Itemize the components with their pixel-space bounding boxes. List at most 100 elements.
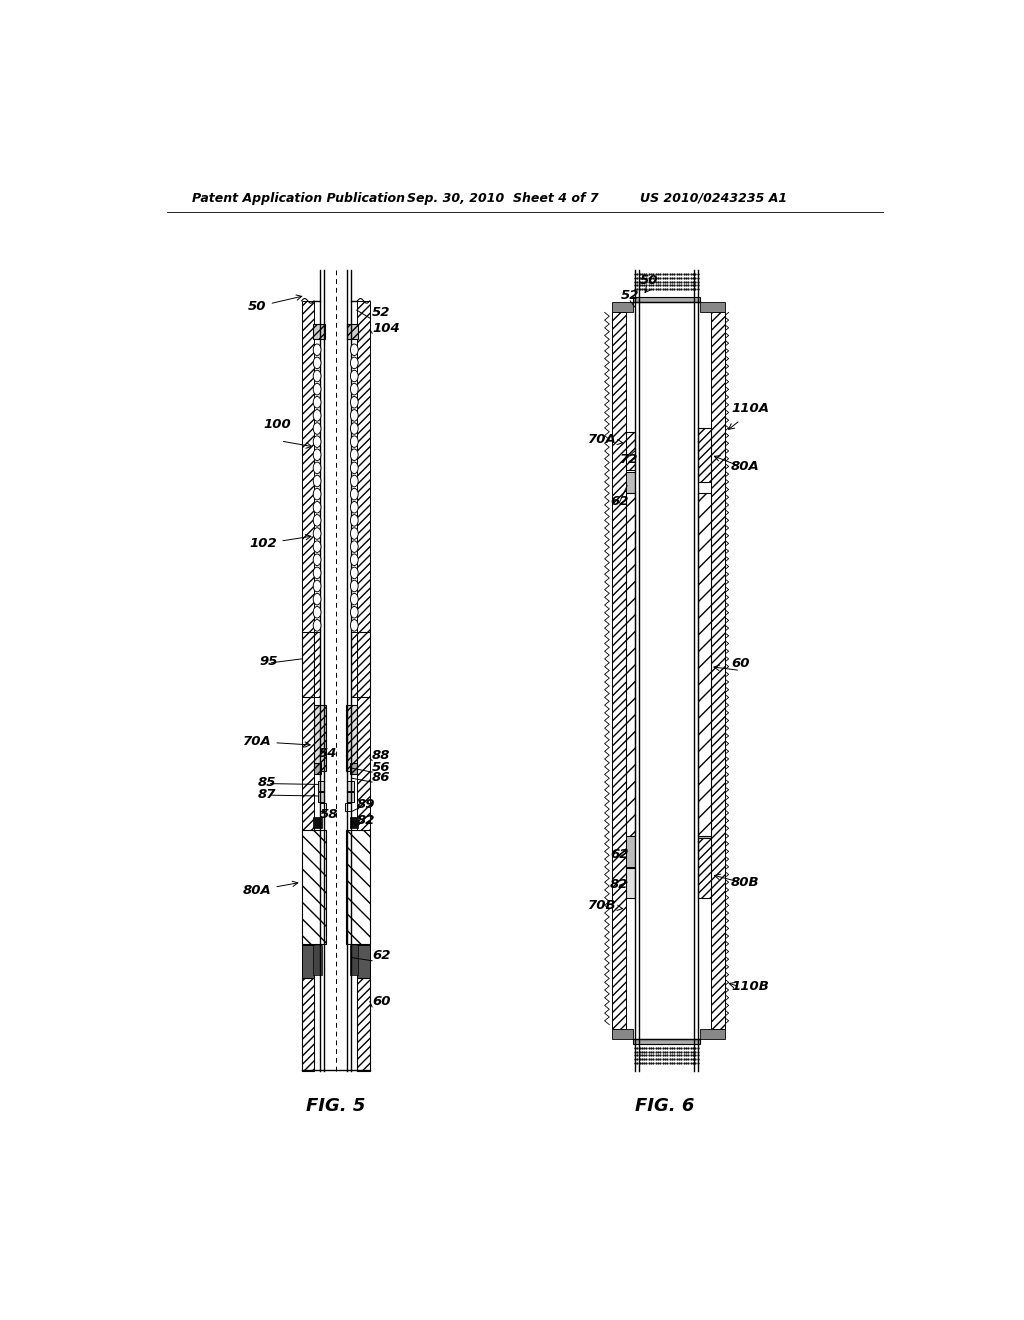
Text: 52: 52 <box>372 306 390 319</box>
Bar <box>627 471 635 494</box>
Ellipse shape <box>313 606 321 618</box>
Bar <box>700 302 725 313</box>
Bar <box>317 780 324 792</box>
Ellipse shape <box>350 541 358 552</box>
Ellipse shape <box>313 462 321 474</box>
Text: 72: 72 <box>621 453 639 466</box>
Ellipse shape <box>313 436 321 447</box>
Ellipse shape <box>350 554 358 565</box>
Ellipse shape <box>350 409 358 421</box>
Text: 58: 58 <box>321 808 339 821</box>
Bar <box>697 428 711 482</box>
Ellipse shape <box>350 370 358 381</box>
Bar <box>633 297 700 302</box>
Bar <box>321 803 327 812</box>
Bar <box>357 945 370 978</box>
Ellipse shape <box>350 606 358 618</box>
Bar <box>302 978 314 1071</box>
Ellipse shape <box>313 515 321 527</box>
Ellipse shape <box>313 502 321 513</box>
Text: 62: 62 <box>610 847 629 861</box>
Text: 56: 56 <box>372 760 390 774</box>
Ellipse shape <box>313 409 321 421</box>
Bar <box>349 817 358 829</box>
Ellipse shape <box>350 449 358 461</box>
Ellipse shape <box>350 528 358 540</box>
Text: 88: 88 <box>372 748 390 762</box>
Text: Sep. 30, 2010  Sheet 4 of 7: Sep. 30, 2010 Sheet 4 of 7 <box>407 191 599 205</box>
Bar <box>627 494 635 836</box>
Bar <box>314 763 321 775</box>
Ellipse shape <box>350 396 358 408</box>
Ellipse shape <box>350 515 358 527</box>
Ellipse shape <box>313 554 321 565</box>
Bar <box>317 792 324 803</box>
Text: 70A: 70A <box>588 433 623 446</box>
Text: 82: 82 <box>356 814 375 828</box>
Text: 100: 100 <box>263 418 292 430</box>
Ellipse shape <box>313 475 321 487</box>
Bar <box>612 302 633 313</box>
Text: 50: 50 <box>640 275 658 286</box>
Bar <box>711 313 725 1028</box>
Text: 60: 60 <box>372 995 390 1008</box>
Text: 104: 104 <box>372 322 400 335</box>
Bar <box>302 945 314 978</box>
Bar <box>313 817 322 829</box>
Text: 54: 54 <box>318 747 337 760</box>
Ellipse shape <box>350 383 358 395</box>
Text: FIG. 5: FIG. 5 <box>306 1097 366 1115</box>
Ellipse shape <box>350 475 358 487</box>
Text: 82: 82 <box>610 878 629 891</box>
Ellipse shape <box>350 436 358 447</box>
Bar <box>346 323 358 339</box>
Ellipse shape <box>313 383 321 395</box>
Text: 62: 62 <box>372 949 390 962</box>
Ellipse shape <box>350 502 358 513</box>
Ellipse shape <box>313 568 321 578</box>
Bar <box>302 632 314 697</box>
Text: US 2010/0243235 A1: US 2010/0243235 A1 <box>640 191 786 205</box>
Ellipse shape <box>313 581 321 591</box>
Ellipse shape <box>313 449 321 461</box>
Ellipse shape <box>350 358 358 368</box>
Ellipse shape <box>350 462 358 474</box>
Text: 89: 89 <box>356 797 375 810</box>
Text: 70B: 70B <box>588 899 623 912</box>
Text: 85: 85 <box>258 776 276 789</box>
Ellipse shape <box>313 370 321 381</box>
Bar <box>346 830 370 944</box>
Ellipse shape <box>313 619 321 631</box>
Bar <box>633 1039 700 1044</box>
Text: 80A: 80A <box>731 461 760 474</box>
Text: FIG. 6: FIG. 6 <box>635 1097 694 1115</box>
Bar <box>302 830 326 944</box>
Ellipse shape <box>350 581 358 591</box>
Bar <box>357 301 370 1071</box>
Text: 50: 50 <box>248 294 302 313</box>
Ellipse shape <box>350 568 358 578</box>
Bar <box>346 705 357 771</box>
Text: 87: 87 <box>258 788 276 800</box>
Text: 95: 95 <box>260 655 279 668</box>
Bar <box>627 432 635 470</box>
Text: 80B: 80B <box>731 876 760 890</box>
Bar <box>347 780 353 792</box>
Text: 110A: 110A <box>731 403 769 416</box>
Bar <box>313 323 325 339</box>
Text: 52: 52 <box>621 289 639 302</box>
Bar <box>627 869 635 898</box>
Text: 62: 62 <box>610 495 629 508</box>
Ellipse shape <box>313 594 321 605</box>
Ellipse shape <box>350 594 358 605</box>
Ellipse shape <box>313 528 321 540</box>
Text: 86: 86 <box>372 771 390 784</box>
Text: 102: 102 <box>250 535 311 550</box>
Bar <box>347 792 353 803</box>
Bar <box>357 978 370 1071</box>
Ellipse shape <box>313 422 321 434</box>
Bar <box>350 763 357 775</box>
Text: 70A: 70A <box>243 735 310 748</box>
Bar <box>700 1028 725 1039</box>
Bar <box>313 945 322 974</box>
